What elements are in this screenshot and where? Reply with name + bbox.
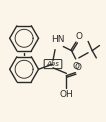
- Text: OH: OH: [60, 90, 73, 99]
- Text: Abs: Abs: [47, 61, 59, 67]
- FancyBboxPatch shape: [44, 60, 62, 69]
- Text: O: O: [74, 63, 81, 72]
- Text: O: O: [75, 32, 82, 41]
- Text: HN: HN: [51, 36, 65, 45]
- Text: O: O: [73, 62, 80, 71]
